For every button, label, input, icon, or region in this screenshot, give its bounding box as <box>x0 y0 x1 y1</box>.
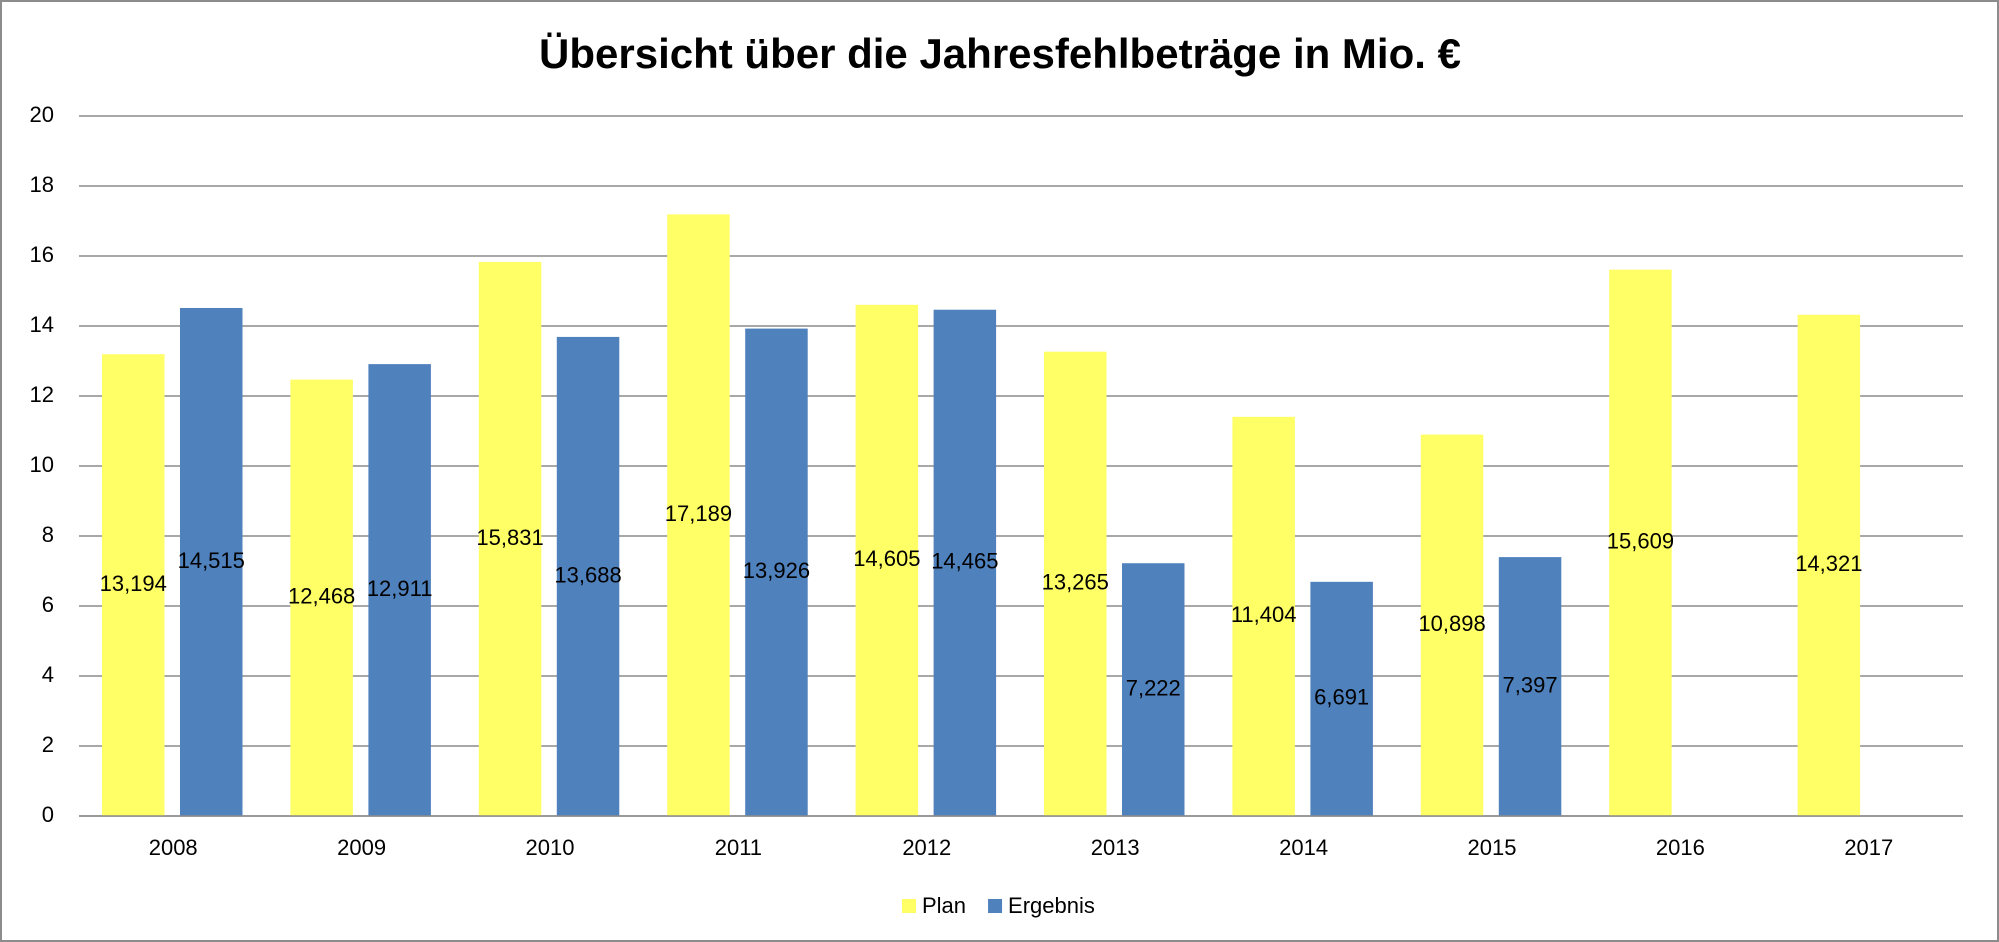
y-tick-label: 10 <box>30 452 54 477</box>
bar <box>1797 314 1861 816</box>
bar <box>556 336 620 816</box>
data-label: 15,831 <box>476 525 543 550</box>
y-tick-label: 12 <box>30 382 54 407</box>
data-label: 17,189 <box>665 501 732 526</box>
x-tick-label: 2010 <box>526 835 575 860</box>
bar <box>1310 581 1373 816</box>
bar <box>1044 351 1107 816</box>
x-tick-label: 2013 <box>1091 835 1140 860</box>
data-label: 12,911 <box>367 576 433 601</box>
legend-swatch <box>988 899 1003 913</box>
y-tick-label: 18 <box>30 172 54 197</box>
x-tick-label: 2009 <box>337 835 386 860</box>
data-label: 6,691 <box>1314 685 1369 710</box>
bar <box>745 328 808 816</box>
x-tick-label: 2017 <box>1844 835 1893 860</box>
y-tick-label: 4 <box>42 662 54 687</box>
data-label: 14,515 <box>178 548 245 573</box>
bar <box>667 214 730 816</box>
bar <box>1232 416 1295 816</box>
data-label: 14,465 <box>931 549 998 574</box>
legend-label: Ergebnis <box>1008 893 1095 918</box>
x-tick-label: 2014 <box>1279 835 1328 860</box>
y-tick-label: 0 <box>42 802 54 827</box>
x-tick-label: 2015 <box>1468 835 1517 860</box>
data-label: 7,222 <box>1126 675 1181 700</box>
y-tick-label: 8 <box>42 522 54 547</box>
bar <box>290 379 353 816</box>
data-label: 13,265 <box>1042 570 1109 595</box>
data-label: 12,468 <box>288 584 355 609</box>
x-tick-label: 2012 <box>902 835 951 860</box>
bar <box>1609 269 1672 816</box>
data-label: 13,688 <box>554 562 621 587</box>
bar <box>368 364 431 816</box>
data-label: 13,194 <box>100 571 167 596</box>
legend-label: Plan <box>922 893 966 918</box>
y-tick-label: 20 <box>30 102 54 127</box>
bar <box>1420 434 1484 816</box>
data-label: 14,605 <box>853 546 920 571</box>
bar <box>1122 563 1185 816</box>
x-tick-label: 2016 <box>1656 835 1705 860</box>
x-tick-label: 2008 <box>149 835 198 860</box>
y-tick-label: 2 <box>42 732 54 757</box>
data-label: 15,609 <box>1607 529 1674 554</box>
bar <box>855 304 919 816</box>
bar <box>478 261 542 816</box>
data-label: 10,898 <box>1418 611 1485 636</box>
data-label: 7,397 <box>1503 672 1558 697</box>
y-tick-label: 6 <box>42 592 54 617</box>
bar <box>1498 557 1562 816</box>
bar <box>102 354 165 816</box>
bar <box>933 309 997 816</box>
data-label: 14,321 <box>1795 551 1862 576</box>
y-tick-label: 16 <box>30 242 54 267</box>
chart-title: Übersicht über die Jahresfehlbeträge in … <box>539 30 1461 77</box>
legend-swatch <box>902 899 916 913</box>
data-label: 13,926 <box>743 558 810 583</box>
x-tick-label: 2011 <box>715 835 762 860</box>
bar <box>180 307 243 816</box>
data-label: 11,404 <box>1231 602 1297 627</box>
y-tick-label: 14 <box>30 312 54 337</box>
